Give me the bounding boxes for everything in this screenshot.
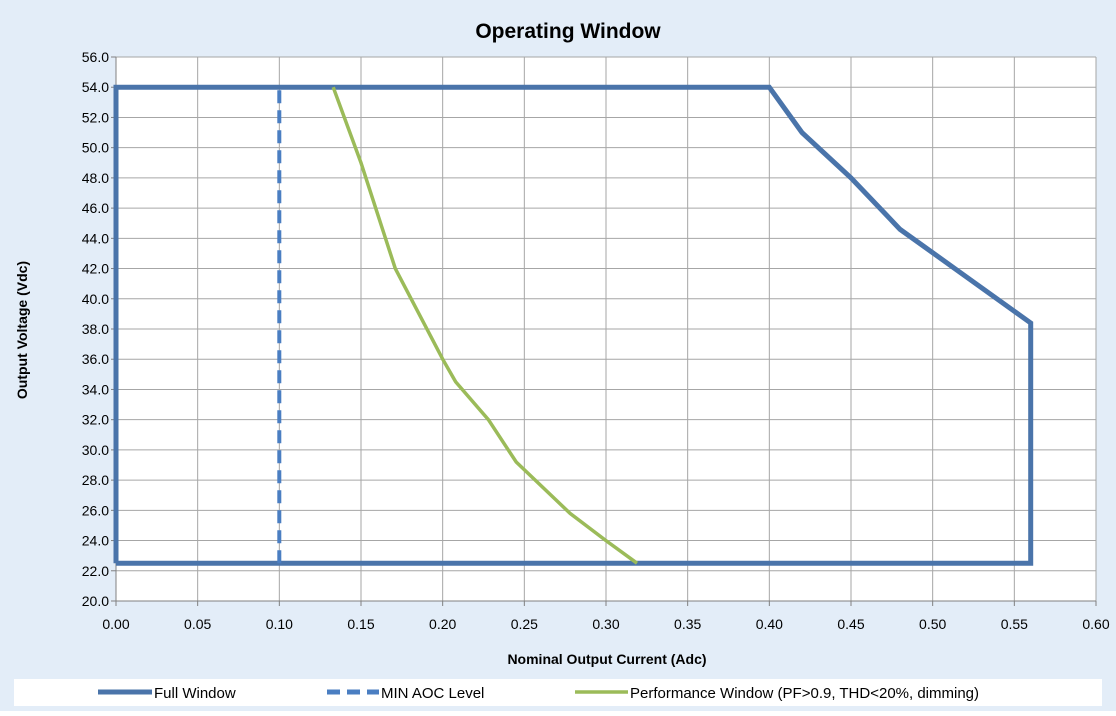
series-layer xyxy=(113,84,1034,566)
y-tick-label: 24.0 xyxy=(82,533,109,549)
chart-title: Operating Window xyxy=(475,20,661,43)
y-tick-label: 20.0 xyxy=(82,593,109,609)
legend-label: Performance Window (PF>0.9, THD<20%, dim… xyxy=(630,685,979,702)
x-tick-label: 0.35 xyxy=(674,616,701,632)
y-tick-label: 38.0 xyxy=(82,321,109,337)
x-tick-label: 0.25 xyxy=(511,616,538,632)
x-tick-label: 0.00 xyxy=(102,616,129,632)
legend-item-min-aoc-level: MIN AOC Level xyxy=(327,685,484,702)
y-tick-label: 36.0 xyxy=(82,351,109,367)
x-tick-label: 0.10 xyxy=(266,616,293,632)
y-tick-label: 54.0 xyxy=(82,79,109,95)
x-tick-label: 0.50 xyxy=(919,616,946,632)
x-axis-title: Nominal Output Current (Adc) xyxy=(507,651,706,667)
y-tick-label: 44.0 xyxy=(82,230,109,246)
legend-label: Full Window xyxy=(154,685,236,702)
x-tick-label: 0.15 xyxy=(347,616,374,632)
y-tick-label: 48.0 xyxy=(82,170,109,186)
legend-item-full-window: Full Window xyxy=(98,685,236,702)
tick-label-layer: 0.00 0.05 0.10 0.15 0.20 0.25 0.30 0.35 0.40 0.45… xyxy=(82,49,1110,632)
y-tick-label: 46.0 xyxy=(82,200,109,216)
y-tick-label: 28.0 xyxy=(82,472,109,488)
x-tick-label: 0.60 xyxy=(1082,616,1109,632)
performance-window-line xyxy=(331,86,639,565)
y-tick-label: 56.0 xyxy=(82,49,109,65)
legend: Full Window MIN AOC Level Performance Wind… xyxy=(98,685,979,702)
y-tick-label: 52.0 xyxy=(82,109,109,125)
y-tick-label: 30.0 xyxy=(82,442,109,458)
y-tick-label: 32.0 xyxy=(82,412,109,428)
y-tick-label: 42.0 xyxy=(82,261,109,277)
x-tick-label: 0.55 xyxy=(1001,616,1028,632)
x-tick-label: 0.05 xyxy=(184,616,211,632)
y-tick-label: 22.0 xyxy=(82,563,109,579)
x-tick-label: 0.45 xyxy=(837,616,864,632)
legend-item-performance-window: Performance Window (PF>0.9, THD<20%, dim… xyxy=(575,685,979,702)
legend-box xyxy=(14,679,1102,706)
y-tick-label: 34.0 xyxy=(82,381,109,397)
y-tick-label: 50.0 xyxy=(82,140,109,156)
legend-label: MIN AOC Level xyxy=(381,685,484,702)
y-tick-label: 40.0 xyxy=(82,291,109,307)
full-window-line xyxy=(113,84,1034,566)
y-axis-title: Output Voltage (Vdc) xyxy=(14,261,30,399)
x-tick-label: 0.40 xyxy=(756,616,783,632)
y-tick-label: 26.0 xyxy=(82,502,109,518)
x-tick-label: 0.30 xyxy=(592,616,619,632)
x-tick-label: 0.20 xyxy=(429,616,456,632)
